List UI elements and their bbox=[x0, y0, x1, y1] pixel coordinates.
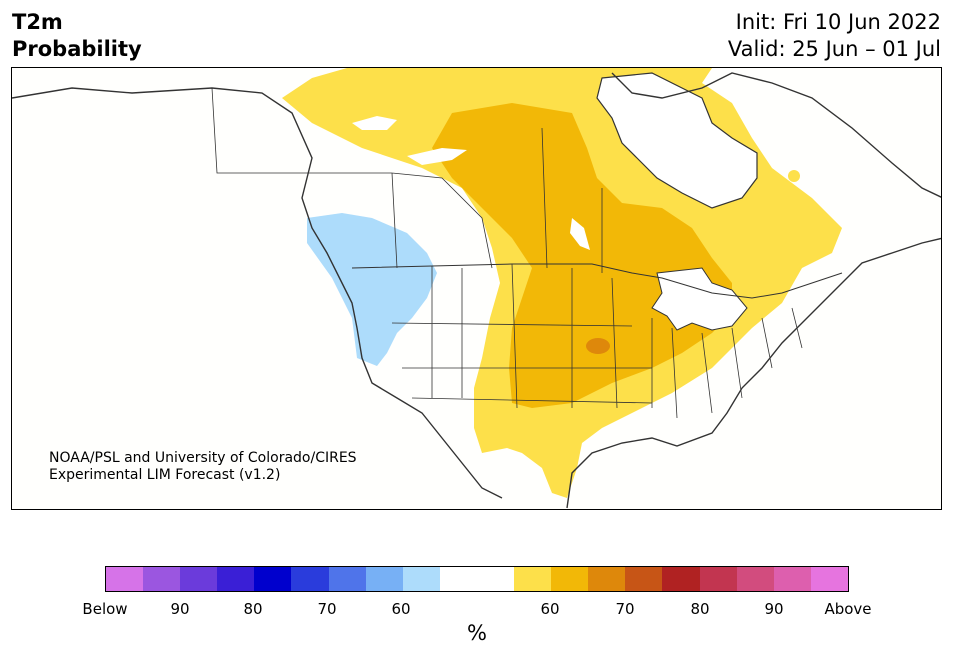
colorbar-segment bbox=[291, 567, 329, 591]
colorbar-tick-label: 70 bbox=[317, 600, 337, 618]
title-quantity: Probability bbox=[12, 37, 142, 61]
colorbar-segment bbox=[588, 567, 626, 591]
colorbar-unit: % bbox=[467, 621, 487, 645]
init-date: Init: Fri 10 Jun 2022 bbox=[735, 10, 941, 34]
colorbar-segment bbox=[365, 567, 403, 591]
title-variable: T2m bbox=[12, 10, 63, 34]
colorbar-tick-label: 60 bbox=[391, 600, 411, 618]
credit-line-2: Experimental LIM Forecast (v1.2) bbox=[49, 467, 281, 483]
great-bear-lake bbox=[352, 116, 397, 130]
colorbar-segment bbox=[217, 567, 255, 591]
colorbar-tick-label: Above bbox=[824, 600, 872, 618]
above-normal-80-spot bbox=[586, 338, 610, 354]
colorbar-segment bbox=[551, 567, 589, 591]
credit-line-1: NOAA/PSL and University of Colorado/CIRE… bbox=[49, 450, 357, 466]
valid-range: Valid: 25 Jun – 01 Jul bbox=[727, 37, 941, 61]
colorbar-segment bbox=[514, 567, 552, 591]
forecast-dates: Init: Fri 10 Jun 2022 Valid: 25 Jun – 01… bbox=[728, 9, 941, 63]
colorbar-segment bbox=[328, 567, 366, 591]
colorbar-segment bbox=[625, 567, 663, 591]
colorbar-segment bbox=[662, 567, 700, 591]
colorbar-segment bbox=[476, 567, 515, 591]
credit-text: NOAA/PSL and University of Colorado/CIRE… bbox=[49, 450, 357, 484]
lake-winnipeg bbox=[570, 218, 590, 250]
colorbar-segment bbox=[810, 567, 848, 591]
chart-title: T2m Probability bbox=[12, 9, 142, 63]
colorbar-tick-label: 90 bbox=[764, 600, 784, 618]
colorbar-tick-label: 90 bbox=[170, 600, 190, 618]
labrador-blob bbox=[788, 170, 800, 182]
colorbar-tick-label: Below bbox=[82, 600, 128, 618]
map-svg bbox=[12, 68, 941, 509]
great-slave-lake bbox=[407, 148, 467, 165]
colorbar-segment bbox=[254, 567, 292, 591]
colorbar-tick-label: 80 bbox=[243, 600, 263, 618]
colorbar-tick-label: 80 bbox=[690, 600, 710, 618]
colorbar-tick-label: 70 bbox=[615, 600, 635, 618]
state-boundaries bbox=[211, 87, 803, 419]
us-canada-border bbox=[351, 263, 843, 299]
above-normal-70-region bbox=[432, 103, 732, 408]
colorbar-segment bbox=[699, 567, 737, 591]
forecast-map bbox=[11, 67, 942, 510]
colorbar-segment bbox=[180, 567, 218, 591]
colorbar-tick-label: 60 bbox=[540, 600, 560, 618]
colorbar-segment bbox=[143, 567, 181, 591]
colorbar-segment bbox=[773, 567, 811, 591]
colorbar-segment bbox=[106, 567, 144, 591]
colorbar-segment bbox=[439, 567, 477, 591]
coastline bbox=[12, 72, 941, 509]
hudson-bay bbox=[596, 72, 758, 209]
colorbar-segment bbox=[402, 567, 440, 591]
colorbar bbox=[105, 566, 849, 592]
colorbar-segment bbox=[736, 567, 774, 591]
great-lakes bbox=[651, 267, 748, 331]
below-normal-60-region bbox=[307, 213, 437, 366]
